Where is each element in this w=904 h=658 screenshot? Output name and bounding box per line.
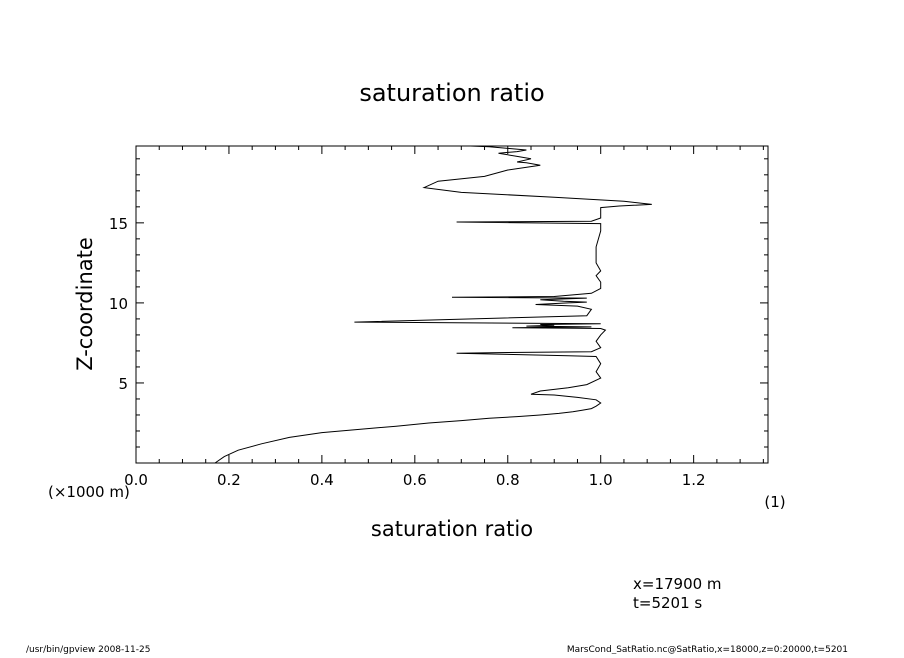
x-tick-label: 0.2 bbox=[217, 471, 241, 489]
chart-title: saturation ratio bbox=[359, 79, 544, 107]
x-tick-label: 0.6 bbox=[403, 471, 427, 489]
x-tick-label: 0.0 bbox=[124, 471, 148, 489]
y-axis-label: Z-coordinate bbox=[73, 237, 97, 371]
footer-left: /usr/bin/gpview 2008-11-25 bbox=[26, 645, 150, 654]
x-axis-label: saturation ratio bbox=[371, 517, 533, 541]
x-tick-label: 0.8 bbox=[496, 471, 520, 489]
annotation-position: x=17900 m bbox=[633, 575, 722, 593]
x-tick-label: 1.0 bbox=[589, 471, 613, 489]
y-axis-unit: (×1000 m) bbox=[48, 483, 130, 501]
y-tick-label: 15 bbox=[109, 215, 128, 233]
saturation-ratio-line bbox=[214, 145, 652, 464]
x-tick-label: 0.4 bbox=[310, 471, 334, 489]
y-tick-label: 10 bbox=[109, 295, 128, 313]
y-tick-label: 5 bbox=[118, 375, 128, 393]
plot-frame bbox=[135, 145, 769, 464]
x-axis-unit: (1) bbox=[764, 493, 785, 511]
x-tick-label: 1.2 bbox=[682, 471, 706, 489]
x-tick-labels: 0.0 0.2 0.4 0.6 0.8 1.0 1.2 bbox=[124, 471, 706, 489]
footer-right: MarsCond_SatRatio.nc@SatRatio,x=18000,z=… bbox=[567, 645, 848, 654]
y-tick-labels: 5 10 15 bbox=[109, 215, 128, 393]
axis-ticks bbox=[135, 146, 768, 463]
annotation-time: t=5201 s bbox=[633, 594, 702, 612]
